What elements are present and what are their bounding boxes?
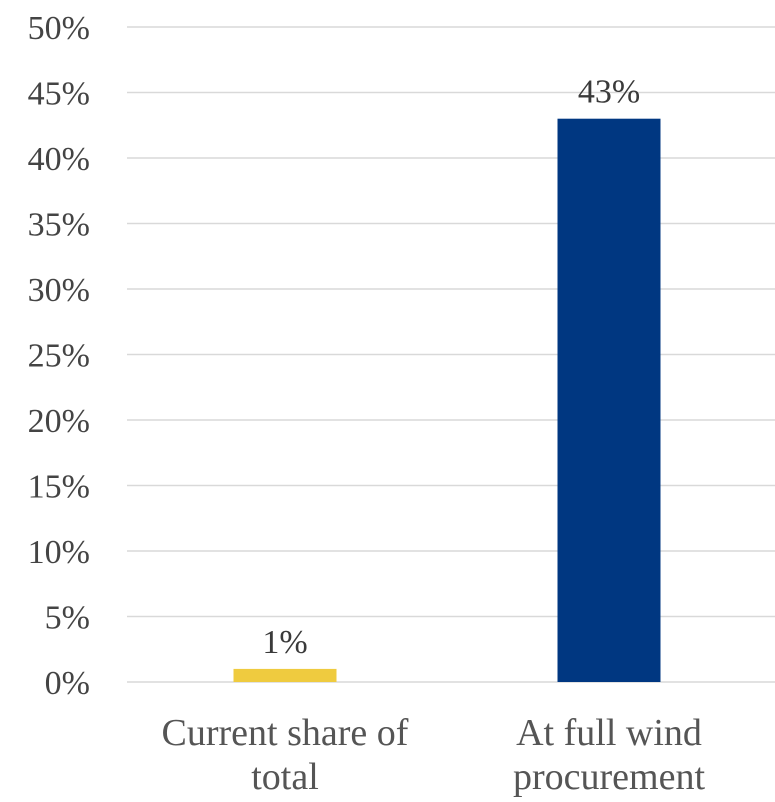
data-label: 43% (578, 74, 640, 111)
gridlines (127, 26, 775, 683)
y-tick-label: 15% (28, 469, 90, 506)
y-tick-label: 50% (28, 10, 90, 47)
category-label: Current share of (162, 712, 409, 754)
category-label: At full wind (516, 712, 702, 754)
y-tick-label: 0% (45, 665, 90, 702)
bar (233, 668, 337, 682)
bar (557, 118, 661, 682)
bars (233, 118, 661, 682)
category-label: total (251, 756, 319, 798)
y-tick-label: 10% (28, 534, 90, 571)
data-label: 1% (262, 624, 307, 661)
y-tick-label: 30% (28, 272, 90, 309)
y-tick-label: 20% (28, 403, 90, 440)
data-labels: 1% 43% (262, 74, 640, 661)
category-label: procurement (513, 756, 705, 798)
y-tick-label: 5% (45, 600, 90, 637)
y-axis: 0% 5% 10% 15% 20% 25% 30% 35% 40% 45% 50% (28, 10, 90, 702)
y-tick-label: 25% (28, 338, 90, 375)
y-tick-label: 35% (28, 207, 90, 244)
y-tick-label: 45% (28, 76, 90, 113)
y-tick-label: 40% (28, 141, 90, 178)
